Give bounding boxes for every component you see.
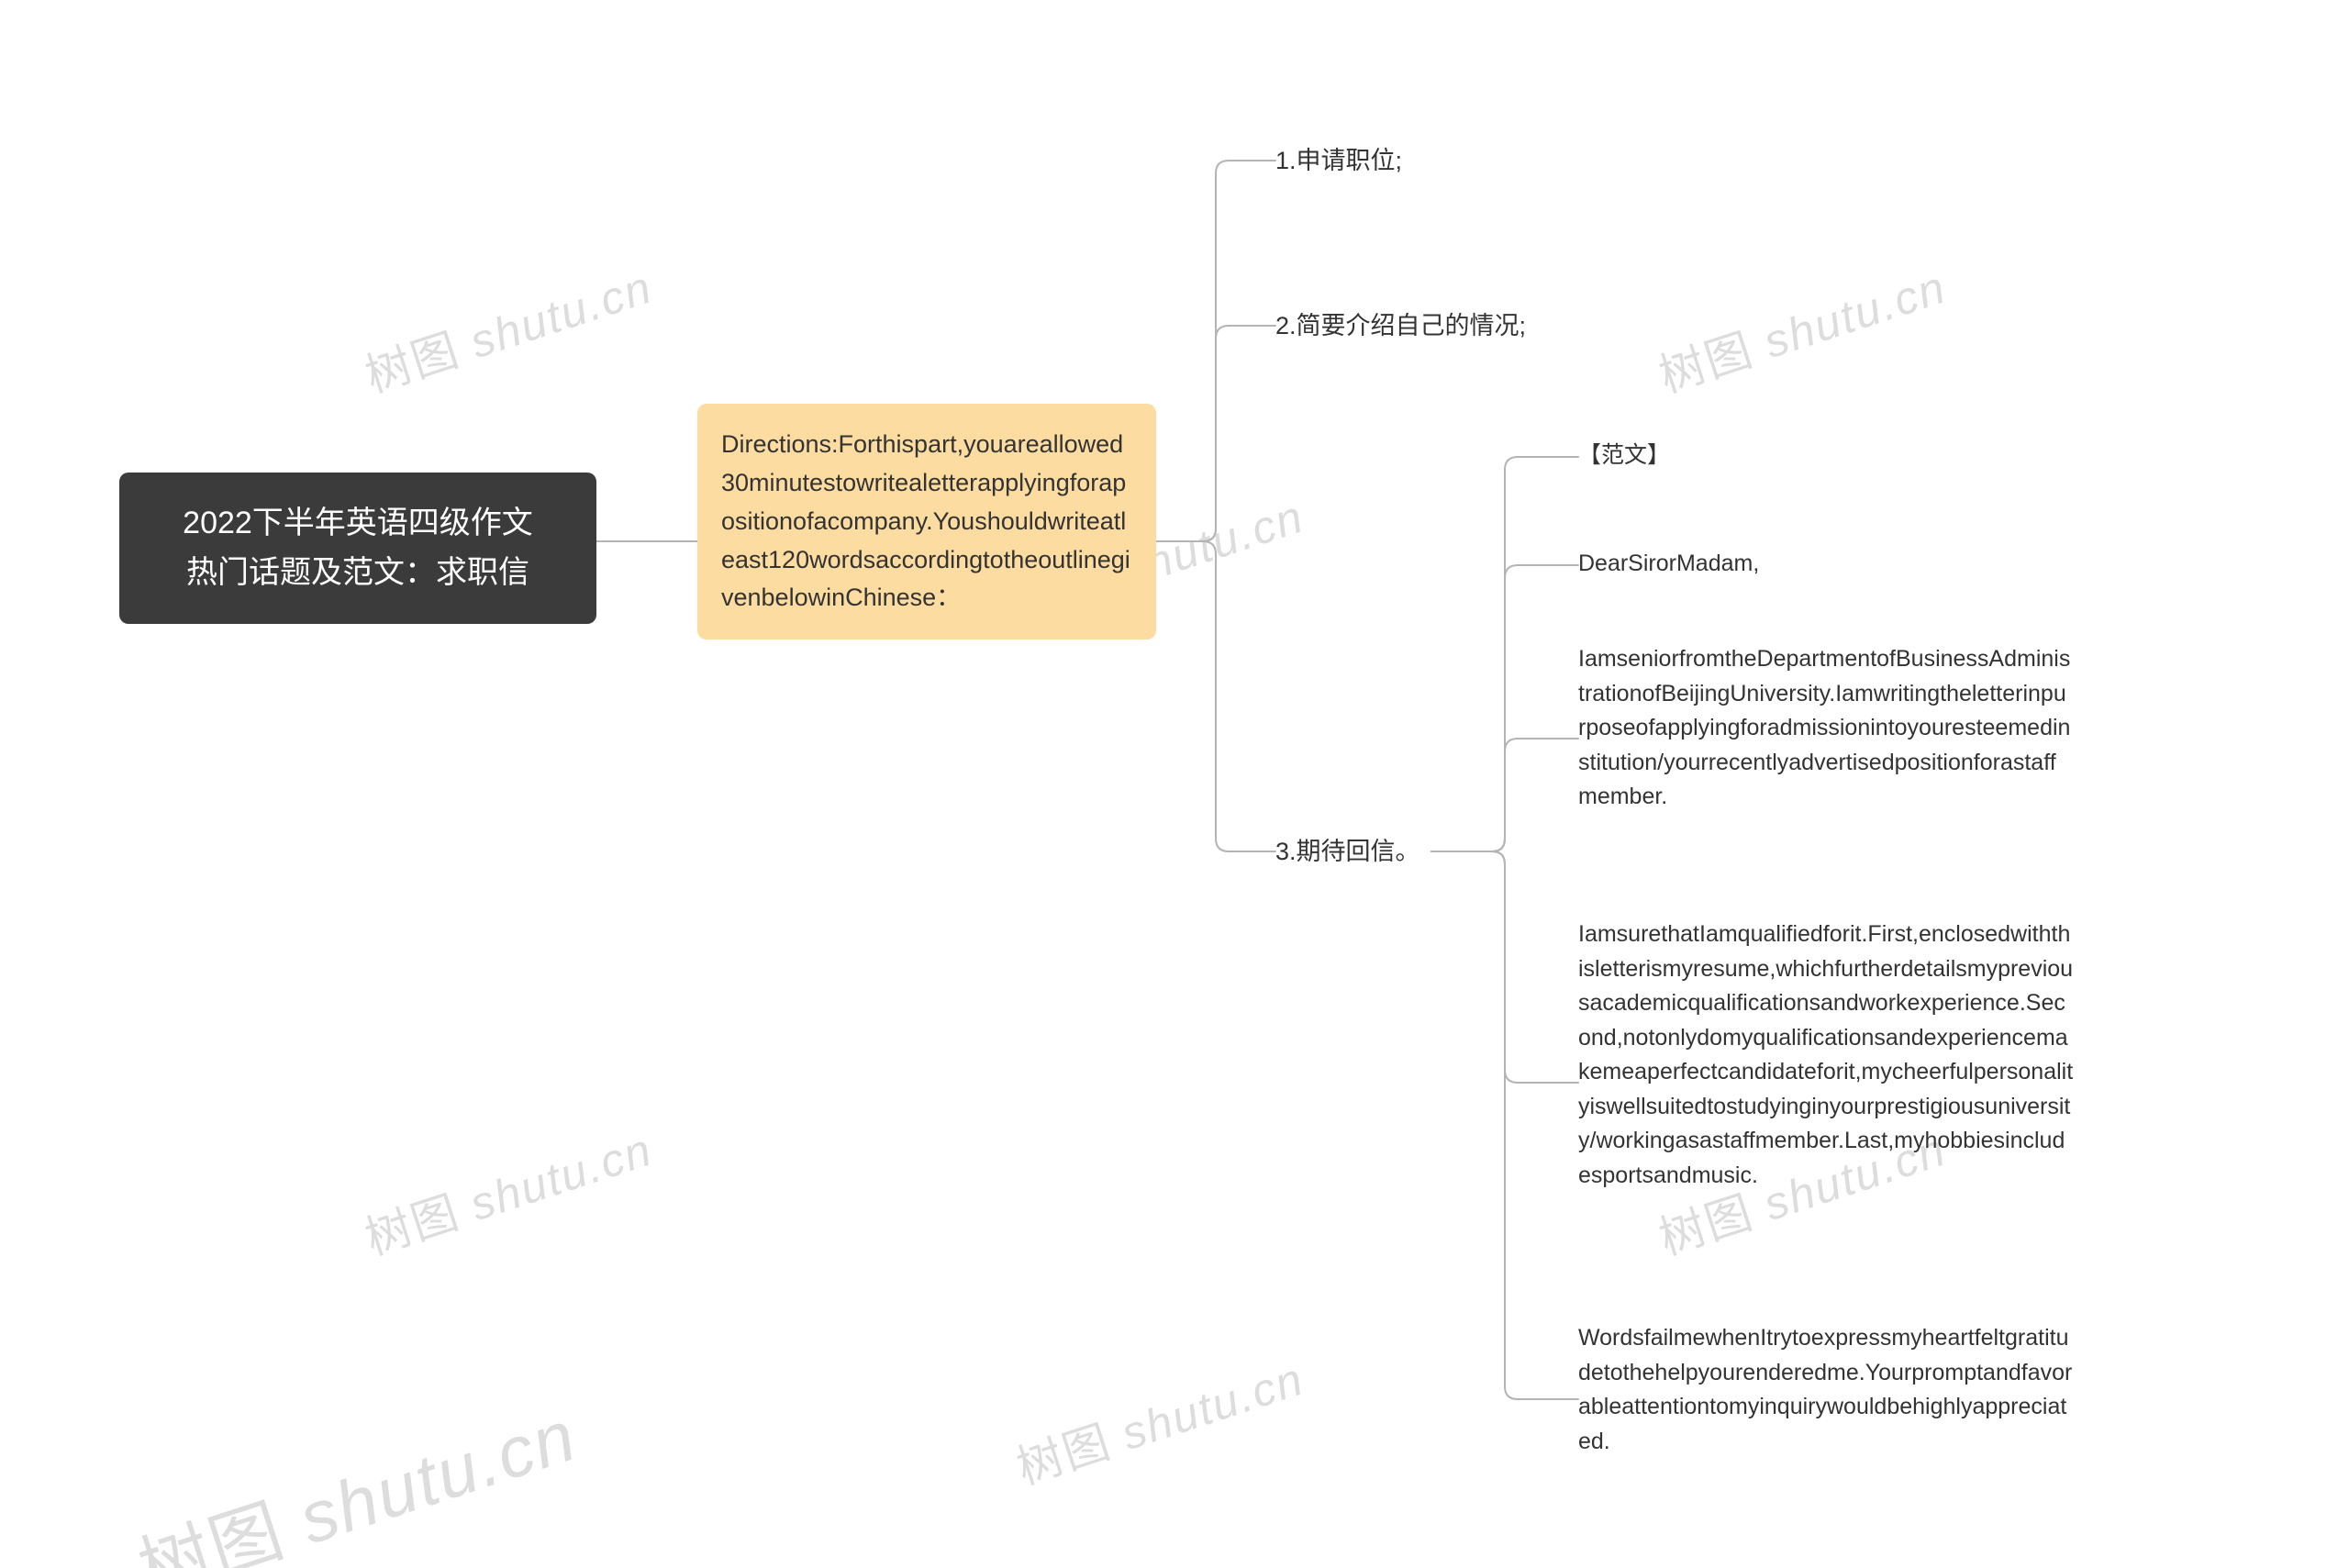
sample-heading: 【范文】 — [1578, 439, 1762, 473]
sample-para-1: DearSirorMadam, — [1578, 547, 2074, 582]
root-title-line2: 热门话题及范文：求职信 — [150, 548, 565, 597]
watermark-cn: 树图 — [359, 1186, 465, 1264]
watermark-en: shutu.cn — [1115, 1353, 1309, 1461]
root-title-line1: 2022下半年英语四级作文 — [150, 498, 565, 548]
outline-item-3: 3.期待回信。 — [1275, 833, 1551, 871]
sample-para-1-text: DearSirorMadam, — [1578, 550, 1759, 576]
watermark-en: shutu.cn — [463, 261, 658, 369]
sample-para-2: IamseniorfromtheDepartmentofBusinessAdmi… — [1578, 642, 2074, 815]
watermark: 树图 shutu.cn — [356, 1113, 660, 1268]
watermark-en: shutu.cn — [1757, 261, 1952, 369]
sample-para-3-text: IamsurethatIamqualifiedforit.First,enclo… — [1578, 921, 2073, 1188]
sample-para-3: IamsurethatIamqualifiedforit.First,enclo… — [1578, 917, 2074, 1193]
directions-text: Directions:Forthispart,youareallowed30mi… — [721, 430, 1130, 611]
watermark-cn: 树图 — [1653, 324, 1759, 402]
watermark-en: shutu.cn — [463, 1124, 658, 1231]
outline-item-3-text: 3.期待回信。 — [1275, 838, 1420, 865]
watermark-cn: 树图 — [359, 324, 465, 402]
root-node: 2022下半年英语四级作文 热门话题及范文：求职信 — [119, 473, 596, 624]
sample-para-4: WordsfailmewhenItrytoexpressmyheartfeltg… — [1578, 1321, 2074, 1459]
watermark: 树图 shutu.cn — [356, 250, 660, 406]
watermark-cn: 树图 — [1653, 1186, 1759, 1264]
outline-item-2: 2.简要介绍自己的情况; — [1275, 307, 1642, 345]
outline-item-2-text: 2.简要介绍自己的情况; — [1275, 312, 1526, 339]
outline-item-1-text: 1.申请职位; — [1275, 147, 1402, 174]
watermark-large-en: shutu.cn — [290, 1395, 586, 1560]
watermark-cn: 树图 — [1010, 1416, 1117, 1494]
directions-node: Directions:Forthispart,youareallowed30mi… — [697, 404, 1156, 639]
watermark: 树图 shutu.cn — [1008, 1342, 1311, 1497]
sample-heading-text: 【范文】 — [1578, 442, 1670, 468]
sample-para-4-text: WordsfailmewhenItrytoexpressmyheartfeltg… — [1578, 1325, 2072, 1454]
sample-para-2-text: IamseniorfromtheDepartmentofBusinessAdmi… — [1578, 646, 2070, 809]
watermark-large: 树图 shutu.cn — [124, 1379, 587, 1568]
watermark: 树图 shutu.cn — [1650, 250, 1954, 406]
watermark-large-cn: 树图 — [129, 1489, 294, 1568]
outline-item-1: 1.申请职位; — [1275, 142, 1551, 180]
